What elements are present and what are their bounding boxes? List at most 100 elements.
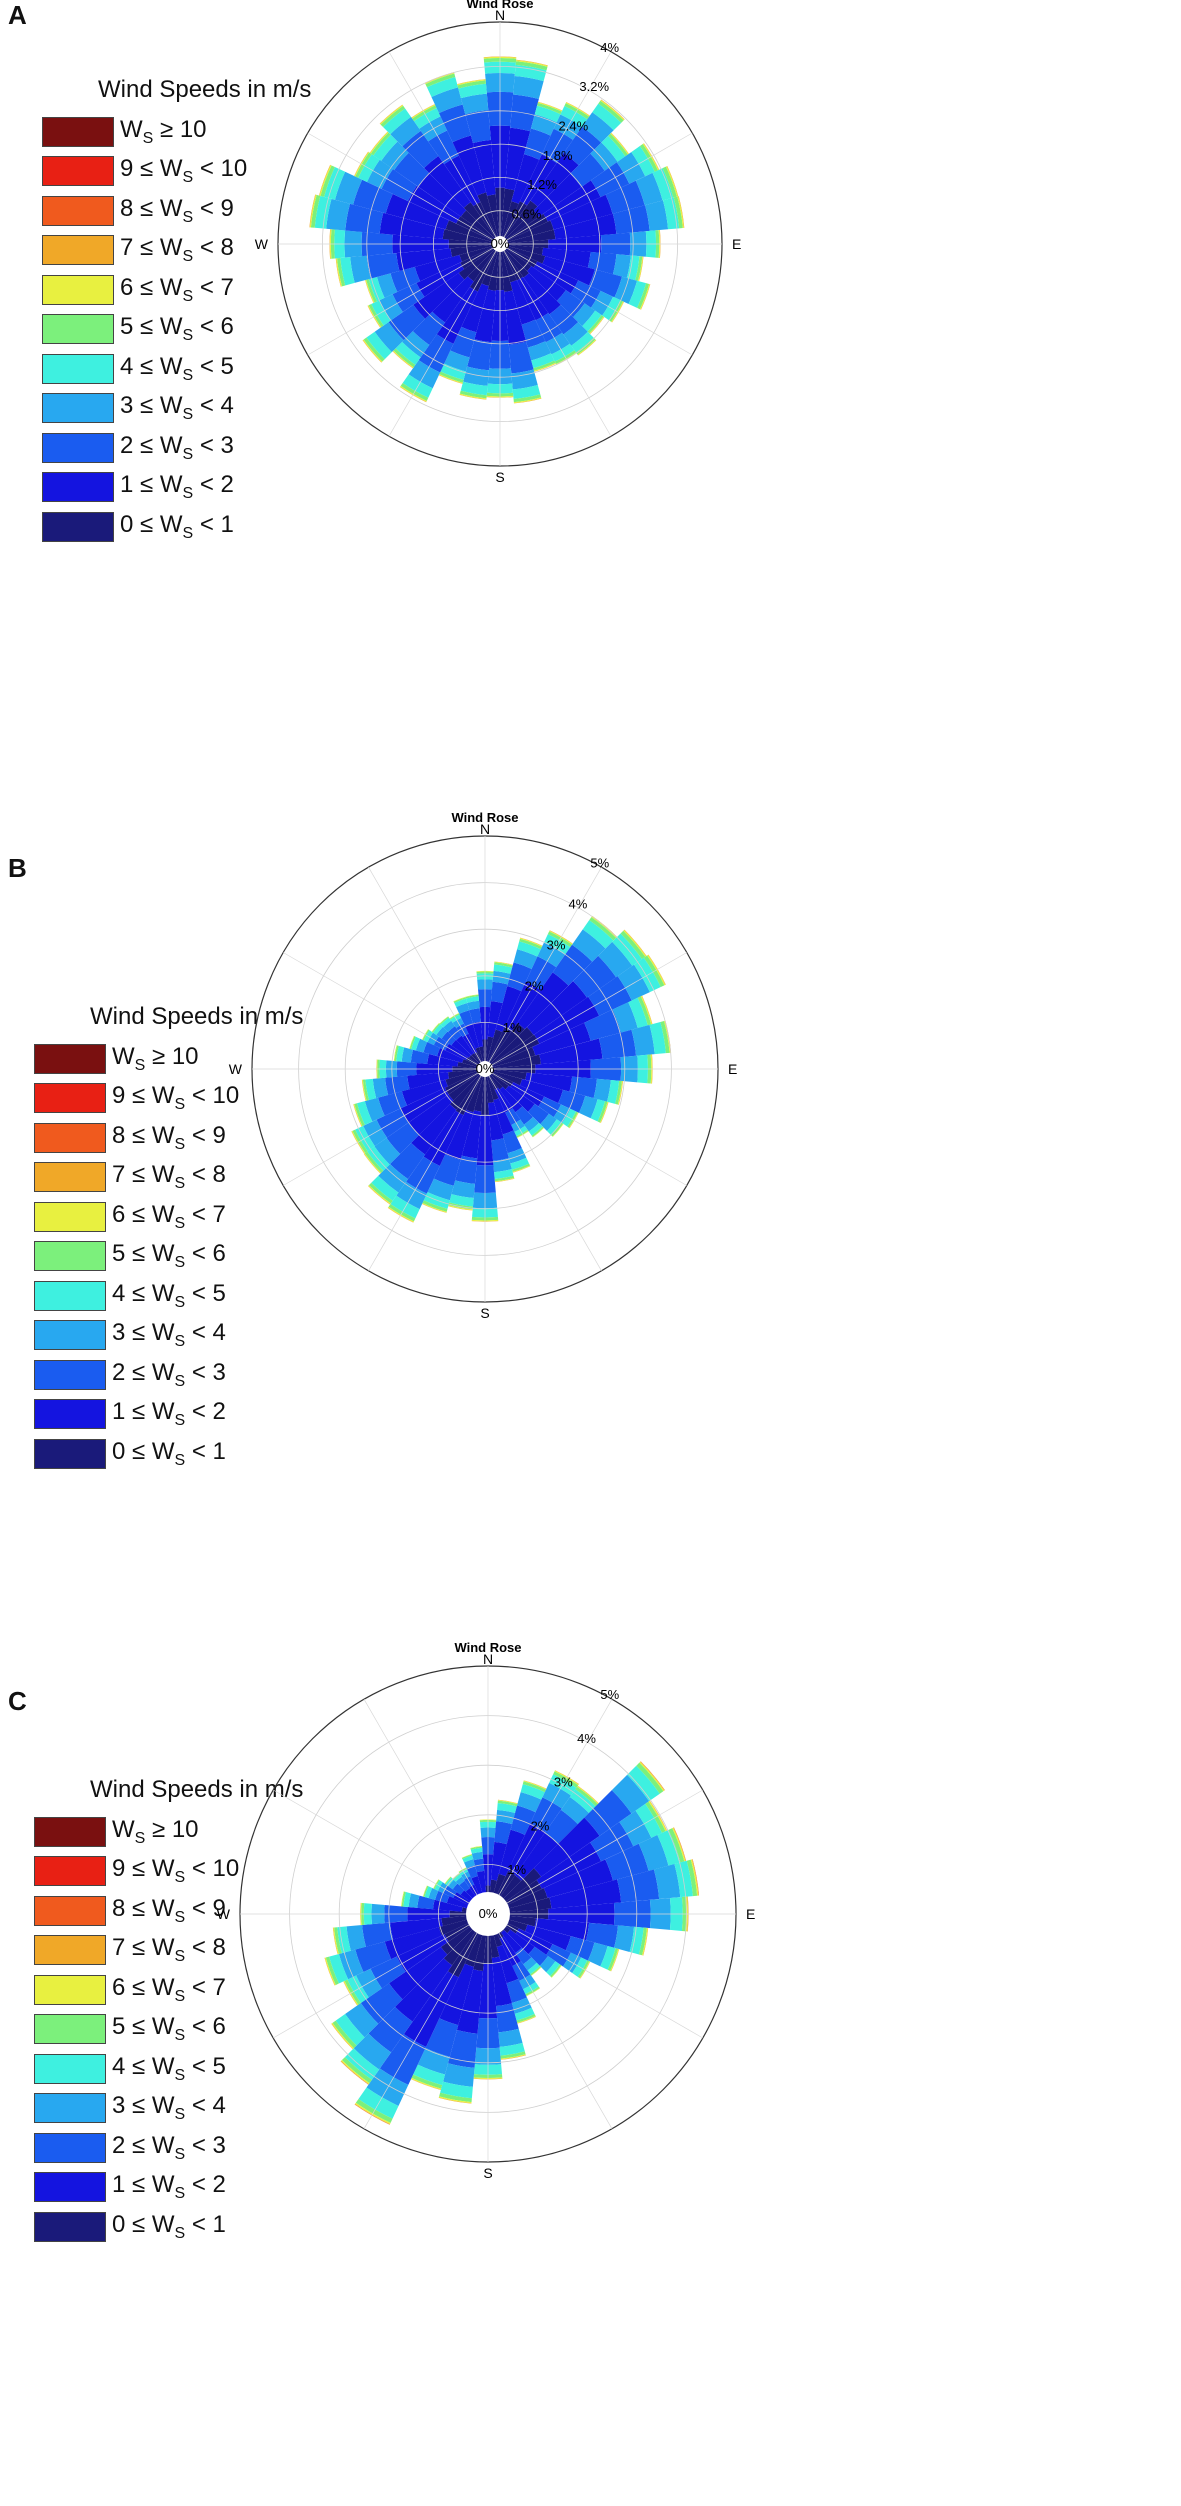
- grid-spoke: [368, 867, 486, 1070]
- legend-swatch: [34, 2014, 106, 2045]
- legend-label: 6 ≤ WS < 7: [120, 273, 234, 305]
- legend-swatch: [34, 2132, 106, 2163]
- rose-sector-segment: [496, 1944, 519, 1984]
- rose-sector-segment: [527, 1103, 549, 1125]
- rose-sector-segment: [536, 1842, 602, 1889]
- rose-sector-segment: [523, 1117, 539, 1132]
- rose-sector-segment: [531, 353, 555, 369]
- rose-sector-segment: [673, 196, 683, 229]
- rose-sector-segment: [500, 244, 513, 292]
- rose-sector-segment: [449, 1013, 460, 1019]
- rose-sector-segment: [423, 1110, 464, 1166]
- rose-sector-segment: [401, 1891, 406, 1907]
- rose-sector-segment: [573, 303, 596, 327]
- direction-label-e: E: [746, 1906, 755, 1922]
- ring-label: 3%: [547, 938, 566, 953]
- rose-sector-segment: [521, 319, 546, 348]
- rose-sector-segment: [459, 1010, 473, 1027]
- rose-sector-segment: [485, 1036, 494, 1069]
- rose-sector-segment: [598, 941, 633, 978]
- ring-label: 1.8%: [543, 148, 573, 163]
- rose-sector-segment: [600, 1946, 616, 1970]
- rose-sector-segment: [590, 1099, 606, 1122]
- rose-sector-segment: [383, 108, 412, 135]
- rose-sector-segment: [437, 1048, 464, 1063]
- rose-sector-segment: [491, 1956, 512, 2007]
- rose-sector-segment: [531, 1967, 542, 1976]
- direction-label-n: N: [483, 1651, 493, 1667]
- rose-sector-segment: [413, 272, 465, 319]
- legend-item: 3 ≤ WS < 4: [34, 1316, 303, 1356]
- rose-sector-segment: [491, 1841, 507, 1881]
- rose-sector-segment: [524, 128, 551, 160]
- legend-label: 6 ≤ WS < 7: [112, 1973, 226, 2005]
- rose-sector-segment: [577, 1785, 599, 1805]
- rose-sector-segment: [351, 1130, 366, 1154]
- ring-label: 5%: [590, 855, 609, 870]
- rose-sector-segment: [569, 1789, 596, 1814]
- rose-sector-segment: [525, 1924, 571, 1951]
- rose-sector-segment: [459, 393, 487, 400]
- rose-sector-segment: [512, 1961, 531, 1981]
- rose-sector-segment: [525, 1072, 573, 1092]
- rose-sector-segment: [534, 105, 561, 123]
- legend-swatch: [42, 274, 114, 305]
- rose-sector-segment: [485, 1027, 512, 1069]
- rose-sector-segment: [432, 276, 474, 323]
- legend-item: 6 ≤ WS < 7: [42, 270, 311, 310]
- rose-sector-segment: [448, 2030, 478, 2068]
- rose-sector-segment: [513, 76, 544, 100]
- rose-sector-segment: [494, 1178, 515, 1183]
- rose-sector-segment: [439, 371, 464, 383]
- legend-swatch: [34, 1280, 106, 1311]
- rose-sector-segment: [460, 93, 489, 115]
- rose-sector-segment: [366, 253, 400, 279]
- legend-item: 9 ≤ WS < 10: [42, 152, 311, 192]
- rose-sector-segment: [440, 1017, 452, 1028]
- rose-sector-segment: [460, 210, 500, 244]
- rose-sector-segment: [519, 1078, 563, 1104]
- rose-sector-segment: [543, 180, 601, 222]
- legend-swatch: [34, 1856, 106, 1887]
- rose-sector-segment: [411, 2077, 442, 2090]
- rose-sector-segment: [660, 1021, 670, 1054]
- rose-sector-segment: [470, 1845, 483, 1849]
- rose-sector-segment: [343, 1980, 359, 2006]
- legend-item: 7 ≤ WS < 8: [42, 231, 311, 271]
- rose-sector-segment: [394, 152, 430, 187]
- rose-sector-segment: [439, 1016, 449, 1024]
- rose-sector-segment: [641, 995, 653, 1025]
- rose-sector-segment: [395, 341, 421, 365]
- rose-sector-segment: [370, 131, 389, 154]
- rose-sector-segment: [387, 1206, 414, 1223]
- rose-sector-segment: [445, 1069, 485, 1087]
- rose-sector-segment: [470, 1846, 483, 1850]
- rose-sector-segment: [599, 1101, 609, 1123]
- rose-sector-segment: [431, 1023, 441, 1033]
- rose-sector-segment: [516, 276, 549, 321]
- rose-sector-segment: [589, 917, 617, 941]
- rose-sector-segment: [543, 1859, 613, 1899]
- rose-sector-segment: [539, 1956, 556, 1973]
- legend-item: 5 ≤ WS < 6: [42, 310, 311, 350]
- legend-label: WS ≥ 10: [120, 115, 207, 147]
- rose-sector-segment: [544, 1809, 578, 1845]
- rose-sector-segment: [362, 339, 383, 363]
- rose-sector-segment: [560, 1797, 589, 1825]
- rose-sector-segment: [511, 369, 538, 390]
- rose-sector-segment: [513, 394, 542, 403]
- direction-label-s: S: [495, 469, 504, 485]
- rose-sector-segment: [579, 1095, 598, 1119]
- legend-item: 1 ≤ WS < 2: [34, 2168, 303, 2208]
- rose-sector-segment: [500, 244, 524, 281]
- legend-swatch: [34, 1122, 106, 1153]
- rose-title: Wind Rose: [466, 0, 533, 11]
- rose-sector-segment: [367, 305, 381, 328]
- rose-sector-segment: [523, 1780, 547, 1789]
- rose-sector-segment: [381, 141, 409, 170]
- rose-sector-segment: [456, 1969, 484, 2034]
- rose-sector-segment: [448, 1205, 473, 1211]
- rose-sector-segment: [459, 390, 487, 399]
- rose-sector-segment: [466, 1069, 485, 1113]
- rose-sector-segment: [471, 1851, 484, 1861]
